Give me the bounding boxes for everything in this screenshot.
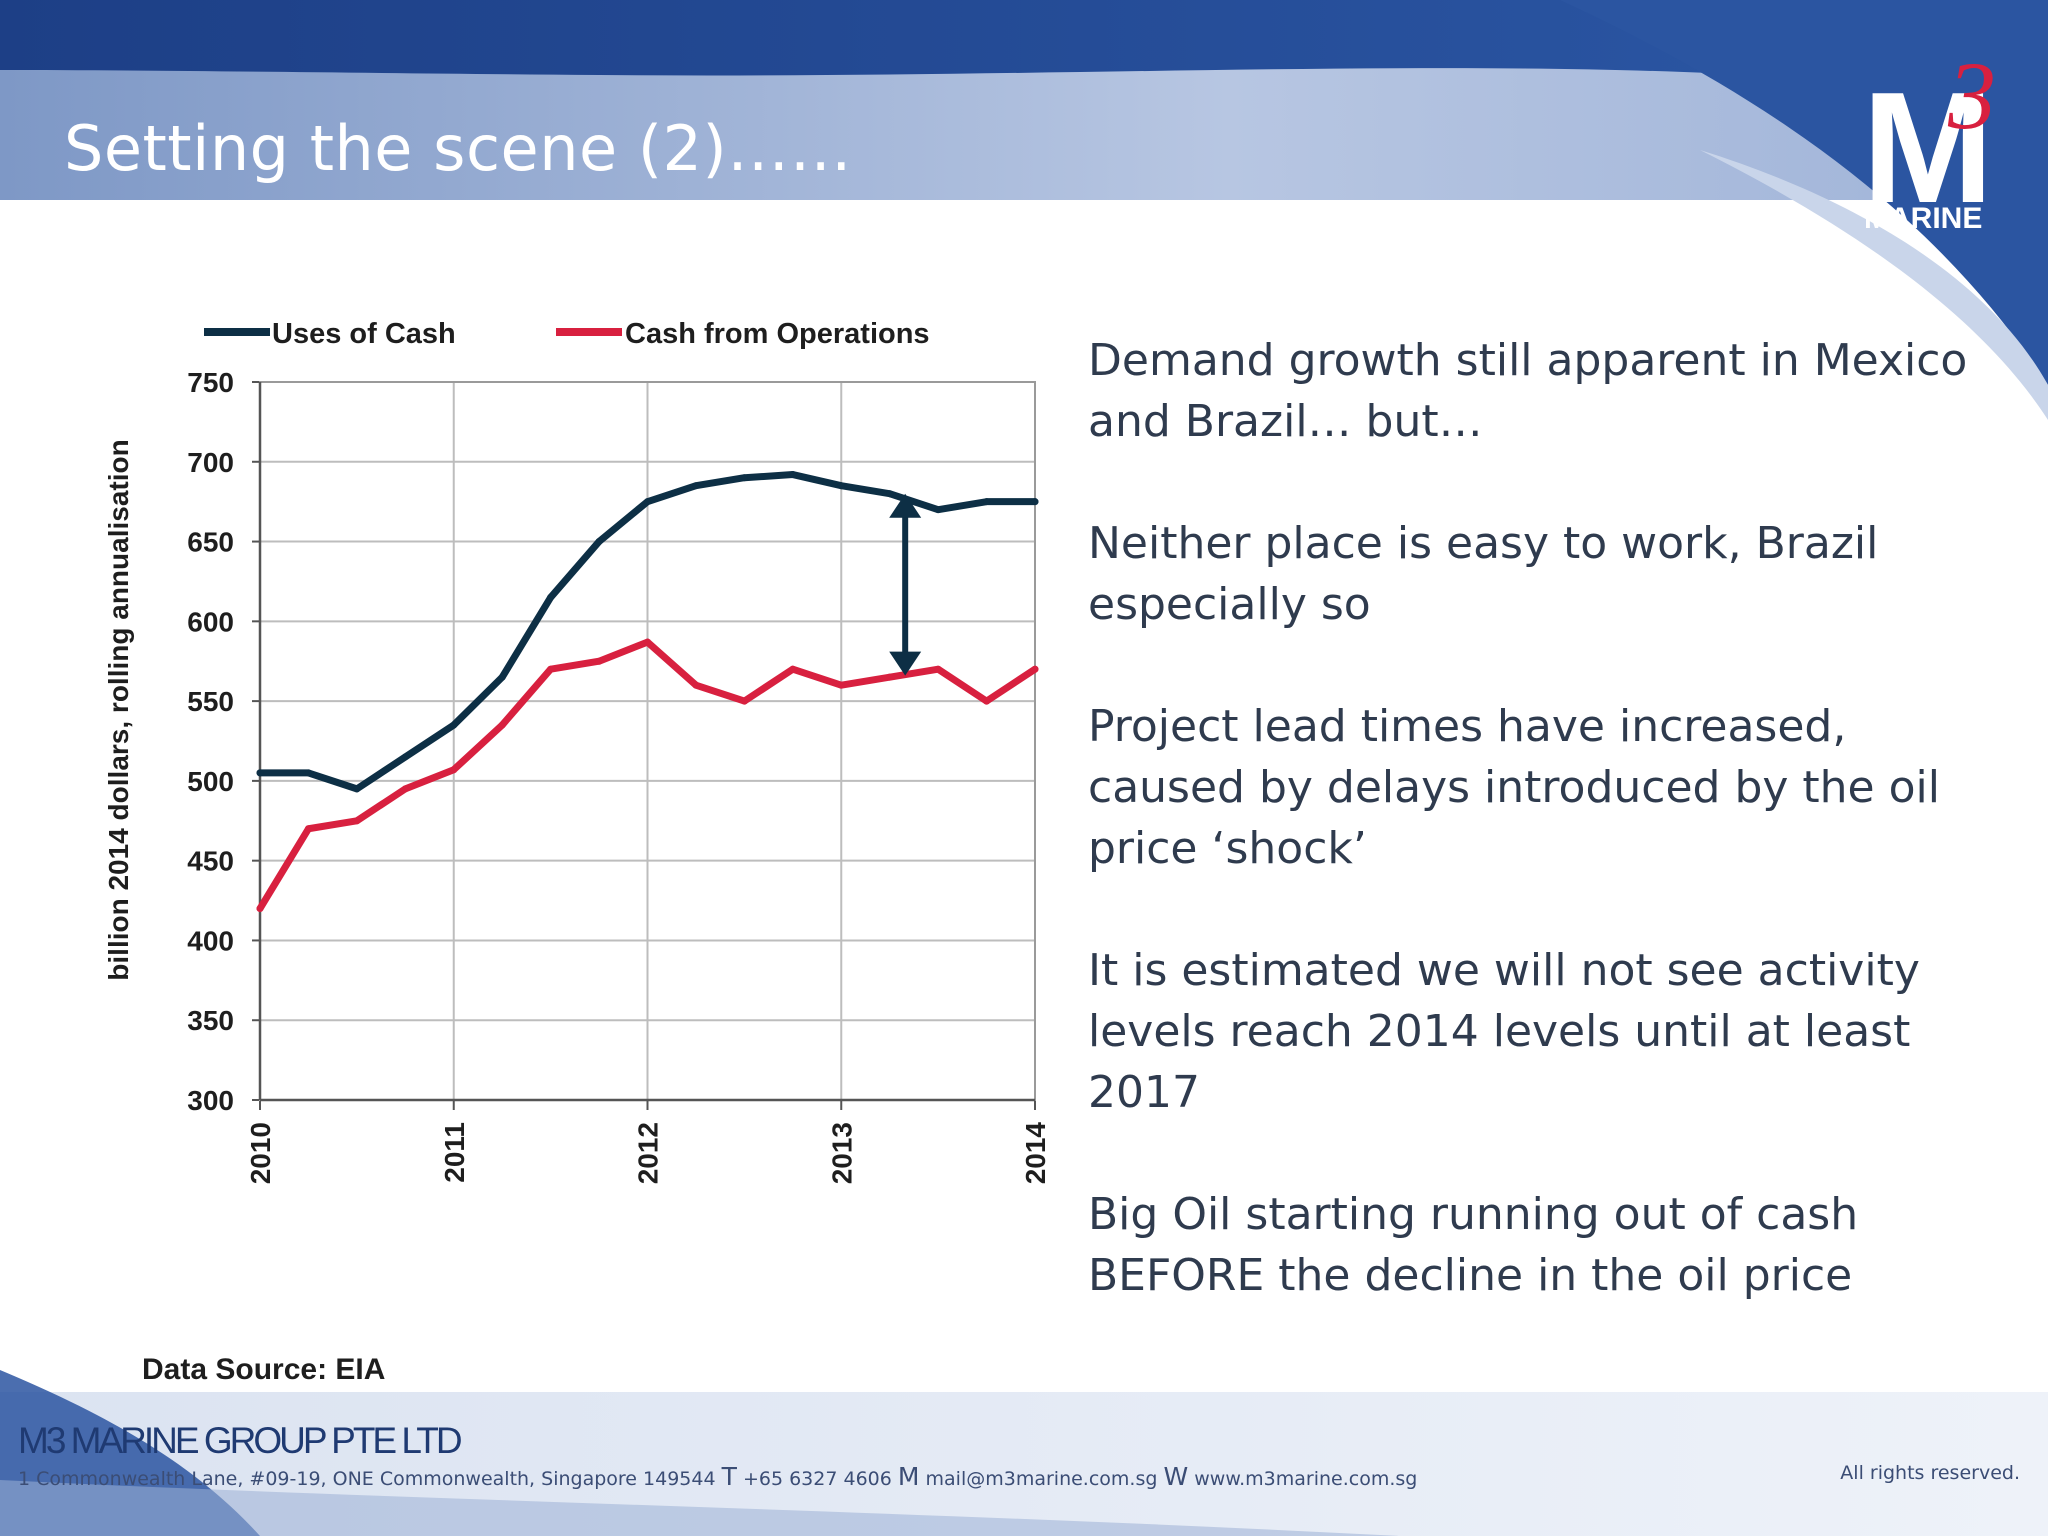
y-axis-label: billion 2014 dollars, rolling annualisat…	[103, 439, 134, 980]
footer-email[interactable]: mail@m3marine.com.sg	[925, 1468, 1158, 1490]
chart-annotation	[889, 493, 922, 676]
email-label: M	[897, 1462, 920, 1491]
series-cash-from-operations-point-12	[837, 681, 845, 689]
point-lead-times: Project lead times have increased, cause…	[1088, 701, 1940, 874]
series-cash-from-operations-point-7	[595, 657, 603, 665]
series-uses-of-cash-point-2	[353, 785, 361, 793]
logo-marine: MARINE	[1864, 202, 1982, 235]
series-uses-of-cash-point-14	[934, 506, 942, 514]
point-activity-levels: It is estimated we will not see activity…	[1088, 945, 1920, 1118]
series-uses-of-cash-point-0	[256, 769, 264, 777]
point-hard-to-work: Neither place is easy to work, Brazil es…	[1088, 518, 1879, 630]
series-uses-of-cash-point-1	[304, 769, 312, 777]
series-cash-from-operations-point-6	[547, 665, 555, 673]
series-cash-from-operations-point-3	[401, 785, 409, 793]
series-uses-of-cash-point-5	[498, 673, 506, 681]
m3-marine-logo: M 3 MARINE	[1862, 42, 1996, 236]
logo-superscript: 3	[1947, 42, 1996, 149]
x-tick-label-2010: 2010	[245, 1122, 276, 1184]
y-tick-label-300: 300	[187, 1085, 234, 1116]
x-tick-label-2013: 2013	[826, 1122, 857, 1184]
footer-website[interactable]: www.m3marine.com.sg	[1194, 1468, 1418, 1490]
series-uses-of-cash-point-16	[1031, 498, 1039, 506]
series-uses-of-cash-point-15	[983, 498, 991, 506]
point-big-oil: Big Oil starting running out of cash BEF…	[1088, 1189, 1859, 1301]
y-tick-label-500: 500	[187, 766, 234, 797]
series-cash-from-operations-point-13	[886, 673, 894, 681]
series-cash-from-operations-point-10	[740, 697, 748, 705]
footer-swoosh-2	[0, 1480, 1400, 1536]
y-tick-label-750: 750	[187, 367, 234, 398]
legend-label-uses-of-cash: Uses of Cash	[272, 318, 456, 350]
y-tick-label-650: 650	[187, 527, 234, 558]
series-uses-of-cash-point-6	[547, 593, 555, 601]
x-tick-label-2012: 2012	[633, 1122, 664, 1184]
legend-label-cash-from-operations: Cash from Operations	[625, 318, 930, 350]
right-swoosh	[1560, 0, 2048, 385]
x-tick-label-2014: 2014	[1020, 1122, 1050, 1185]
point-demand-growth: Demand growth still apparent in Mexico a…	[1088, 335, 1968, 447]
series-uses-of-cash-point-4	[450, 721, 458, 729]
y-tick-label-700: 700	[187, 447, 234, 478]
footer-contact: 1 Commonwealth Lane, #09-19, ONE Commonw…	[18, 1462, 1417, 1491]
body-text: Demand growth still apparent in Mexico a…	[1088, 330, 2008, 1367]
cash-chart: Uses of Cash Cash from Operations 300 350…	[103, 318, 1050, 1184]
website-label: W	[1163, 1462, 1189, 1491]
series-cash-from-operations-point-9	[692, 681, 700, 689]
footer-rights: All rights reserved.	[1840, 1462, 2020, 1484]
series-cash-from-operations-point-14	[934, 665, 942, 673]
series-uses-of-cash-point-10	[740, 474, 748, 482]
gap-arrow-head-top	[889, 493, 922, 518]
series-cash-from-operations-point-4	[450, 766, 458, 774]
phone-label: T	[721, 1462, 737, 1491]
logo-m: M	[1862, 60, 1986, 236]
chart-legend: Uses of Cash Cash from Operations	[204, 318, 930, 350]
series-uses-of-cash-point-9	[692, 482, 700, 490]
chart-gridlines	[259, 381, 1036, 1101]
gap-arrow-head-bottom	[889, 651, 922, 676]
top-swoosh	[0, 0, 2048, 110]
y-tick-label-550: 550	[187, 686, 234, 717]
series-uses-of-cash-point-13	[886, 490, 894, 498]
y-tick-label-400: 400	[187, 925, 234, 956]
series-uses-of-cash-point-11	[789, 471, 797, 479]
series-cash-from-operations-point-5	[498, 721, 506, 729]
chart-axes: 300 350 400 450 500 550 600 650 700 750 2010 2011 20…	[187, 367, 1050, 1184]
series-cash-from-operations-point-1	[304, 825, 312, 833]
footer-address: 1 Commonwealth Lane, #09-19, ONE Commonw…	[18, 1468, 716, 1490]
company-name: M3 MARINE GROUP PTE LTD	[18, 1420, 463, 1461]
series-uses-of-cash-point-8	[644, 498, 651, 506]
data-source: Data Source: EIA	[142, 1353, 386, 1386]
series-cash-from-operations-point-8	[644, 638, 651, 646]
series-cash-from-operations-point-15	[983, 697, 991, 705]
x-tick-label-2011: 2011	[439, 1122, 470, 1183]
series-cash-from-operations-point-16	[1031, 665, 1039, 673]
slide-title: Setting the scene (2)……	[64, 112, 853, 185]
series-uses-of-cash-point-12	[837, 482, 845, 490]
series-cash-from-operations-point-2	[353, 817, 361, 825]
series-uses-of-cash-point-7	[595, 538, 603, 546]
series-cash-from-operations-point-0	[256, 905, 264, 913]
y-tick-label-350: 350	[187, 1005, 234, 1036]
series-cash-from-operations-point-11	[789, 665, 797, 673]
y-tick-label-600: 600	[187, 606, 234, 637]
y-tick-label-450: 450	[187, 846, 234, 877]
series-uses-of-cash-point-3	[401, 753, 409, 761]
footer-phone: +65 6327 4606	[742, 1468, 892, 1490]
